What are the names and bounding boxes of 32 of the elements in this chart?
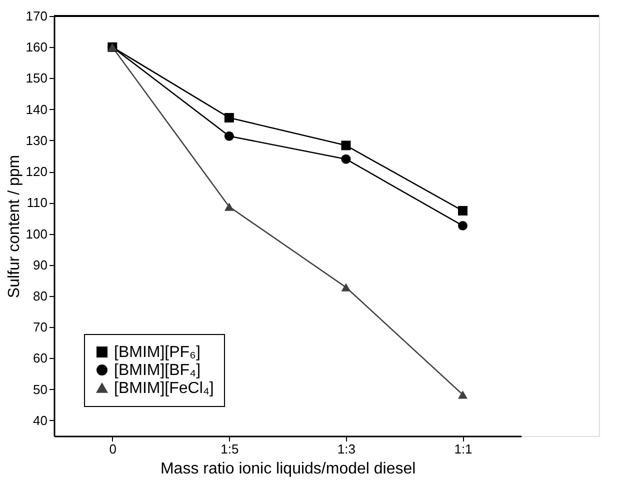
y-tick-label: 90 [33, 257, 48, 272]
y-tick-label: 100 [26, 226, 48, 242]
legend-label: [BMIM][PF₆] [114, 344, 200, 361]
y-tick-label: 160 [26, 40, 48, 55]
y-tick-label: 140 [26, 102, 48, 117]
point [458, 220, 468, 230]
legend-label: [BMIM][BF₄] [114, 362, 201, 379]
y-tick-label: 130 [26, 132, 48, 148]
point [341, 140, 351, 150]
y-axis-title: Sulfur content / ppm [6, 154, 23, 298]
y-tick-label: 80 [33, 288, 48, 304]
y-tick-label: 150 [26, 70, 48, 86]
y-tick-label: 50 [33, 382, 48, 397]
point [224, 202, 234, 211]
x-tick-label: 1:5 [220, 442, 239, 456]
y-tick-label: 70 [33, 320, 48, 335]
x-tick-label: 1:3 [337, 442, 356, 456]
point [341, 283, 351, 292]
x-tick-label: 1:1 [454, 442, 472, 456]
x-tick-label: 0 [109, 442, 117, 456]
y-tick-label: 40 [33, 412, 48, 428]
point [224, 131, 234, 141]
y-tick-label: 60 [33, 350, 48, 366]
point [458, 390, 468, 399]
point [341, 154, 351, 164]
x-axis-title: Mass ratio ionic liquids/model diesel [160, 460, 416, 478]
point [458, 206, 468, 216]
y-tick-label: 170 [26, 8, 48, 24]
y-tick-label: 120 [26, 164, 48, 180]
y-tick-label: 110 [26, 195, 48, 210]
legend-label: [BMIM][FeCl₄] [114, 380, 214, 397]
point [224, 112, 234, 122]
